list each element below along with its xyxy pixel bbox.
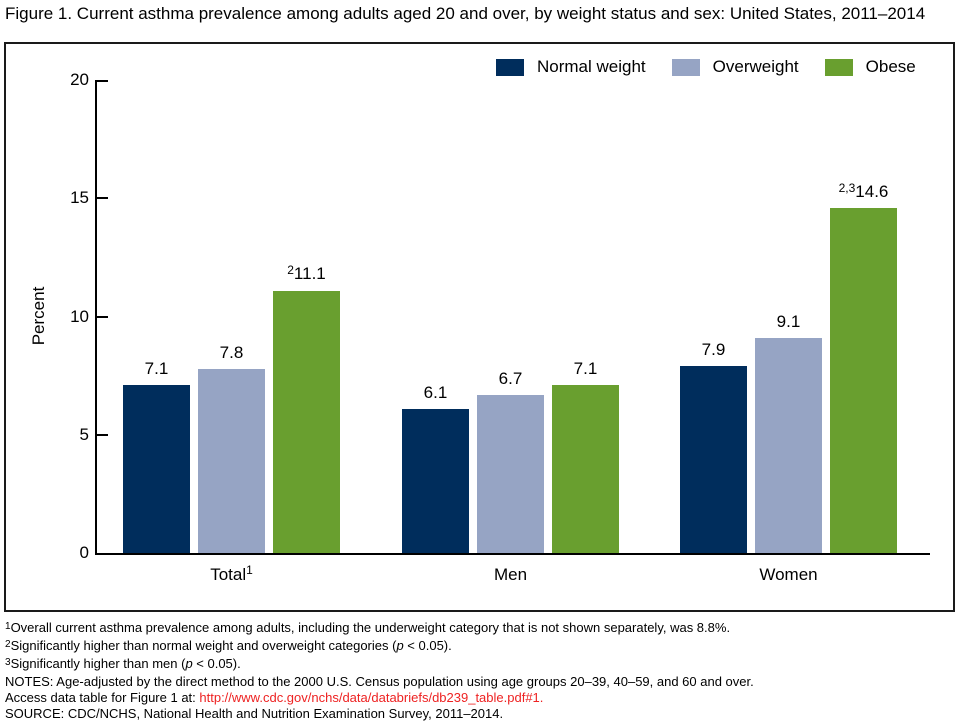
plot-area: 7.1 6.1 7.9 7.8 6.7 9.1 211.1 7.1 2,314.6 bbox=[95, 80, 930, 555]
figure-title: Figure 1. Current asthma prevalence amon… bbox=[5, 4, 926, 23]
data-table-link[interactable]: http://www.cdc.gov/nchs/data/databriefs/… bbox=[199, 690, 544, 705]
chart-frame: Normal weight Overweight Obese Percent 7.1… bbox=[4, 42, 955, 612]
y-tick-label: 15 bbox=[70, 188, 89, 208]
bar-value-label: 2,314.6 bbox=[838, 180, 889, 201]
category-label-women: Women bbox=[759, 565, 818, 584]
bar-value-label: 7.9 bbox=[701, 340, 726, 360]
footnote-text: Significantly higher than men ( bbox=[10, 656, 186, 671]
footnote-marker: 3 bbox=[5, 657, 11, 668]
bar-total-obese bbox=[273, 290, 340, 553]
footnote-line-4: NOTES: Age-adjusted by the direct method… bbox=[5, 674, 957, 690]
legend-item-overweight: Overweight bbox=[671, 57, 799, 77]
y-axis-tick bbox=[97, 315, 108, 318]
category-label-men: Men bbox=[493, 565, 528, 584]
footnote-line-2: 2Significantly higher than normal weight… bbox=[5, 638, 957, 656]
y-tick-label: 10 bbox=[70, 306, 89, 326]
legend-label: Overweight bbox=[712, 57, 799, 76]
footnote-text: p bbox=[396, 638, 404, 653]
y-tick-label: 5 bbox=[79, 424, 89, 444]
footnote-text: Overall current asthma prevalence among … bbox=[10, 620, 731, 635]
bar-value-label: 7.1 bbox=[144, 359, 169, 379]
footnote-text: < 0.05). bbox=[192, 656, 241, 671]
y-tick-label: 20 bbox=[70, 70, 89, 89]
y-axis-tick bbox=[97, 433, 108, 436]
bar-value-label: 6.1 bbox=[423, 382, 448, 402]
category-label-total: Total1 bbox=[210, 563, 253, 584]
bar-value-label: 9.1 bbox=[776, 311, 801, 331]
footnote-text: < 0.05). bbox=[403, 638, 452, 653]
bar-women-obese bbox=[830, 207, 897, 553]
footnote-text: NOTES: Age-adjusted by the direct method… bbox=[5, 674, 754, 689]
footnotes: 1Overall current asthma prevalence among… bbox=[5, 620, 957, 721]
legend-item-obese: Obese bbox=[824, 57, 916, 77]
footnote-line-6: SOURCE: CDC/NCHS, National Health and Nu… bbox=[5, 706, 957, 721]
footnote-marker: 1 bbox=[5, 621, 11, 632]
footnote-text: p bbox=[185, 656, 193, 671]
legend-item-normal-weight: Normal weight bbox=[496, 57, 646, 77]
bar-total-normal-weight bbox=[123, 385, 190, 553]
footnote-marker: 2 bbox=[5, 639, 11, 650]
footnote-line-3: 3Significantly higher than men (p < 0.05… bbox=[5, 656, 957, 674]
y-axis-tick bbox=[97, 197, 108, 200]
bar-men-normal-weight bbox=[402, 408, 469, 553]
bar-value-label: 7.1 bbox=[573, 359, 598, 379]
legend-label: Obese bbox=[865, 57, 916, 76]
bar-men-obese bbox=[552, 385, 619, 553]
legend-swatch-overweight bbox=[671, 58, 700, 76]
legend: Normal weight Overweight Obese bbox=[496, 57, 916, 77]
bar-men-overweight bbox=[477, 394, 544, 553]
legend-swatch-obese bbox=[824, 58, 853, 76]
y-axis-tick bbox=[97, 80, 108, 82]
bar-value-label: 7.8 bbox=[219, 342, 244, 362]
footnote-line-1: 1Overall current asthma prevalence among… bbox=[5, 620, 957, 638]
bar-women-overweight bbox=[755, 337, 822, 553]
y-tick-label: 0 bbox=[79, 543, 89, 562]
footnote-text: Access data table for Figure 1 at: bbox=[5, 690, 200, 705]
footnote-text: Significantly higher than normal weight … bbox=[10, 638, 397, 653]
value-footnote-marker: 2,3 bbox=[838, 180, 856, 195]
bar-total-overweight bbox=[198, 368, 265, 553]
footnote-line-5: Access data table for Figure 1 at: http:… bbox=[5, 690, 957, 706]
legend-label: Normal weight bbox=[537, 57, 646, 76]
legend-swatch-normal-weight bbox=[496, 58, 524, 76]
value-footnote-marker: 2 bbox=[287, 263, 294, 278]
footnote-text: SOURCE: CDC/NCHS, National Health and Nu… bbox=[5, 706, 504, 721]
category-footnote-marker: 1 bbox=[246, 563, 253, 577]
bar-value-label: 211.1 bbox=[287, 263, 326, 284]
bar-value-label: 6.7 bbox=[498, 368, 523, 388]
bar-women-normal-weight bbox=[680, 366, 747, 553]
